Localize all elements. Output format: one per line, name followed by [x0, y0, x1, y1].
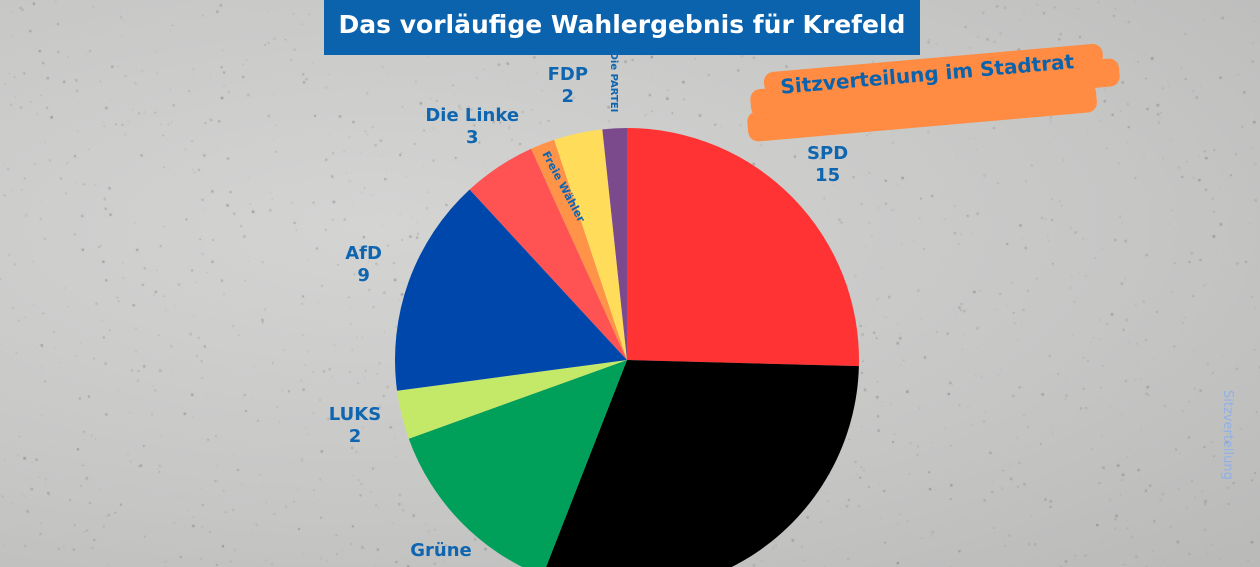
- pie-slice-unlabeled: [546, 360, 859, 567]
- slice-label: Die PARTEI: [602, 52, 624, 113]
- page-title: Das vorläufige Wahlergebnis für Krefeld: [324, 0, 920, 55]
- pie-slice-freie-wähler: [531, 139, 627, 360]
- slice-label: Die Linke 3: [425, 105, 519, 149]
- slice-label-name: FDP: [547, 64, 589, 86]
- slice-label: Grüne: [410, 540, 472, 562]
- slice-label: FDP 2: [548, 64, 588, 108]
- slice-label-name: Grüne: [410, 540, 472, 561]
- slice-label-value: 15: [815, 164, 841, 186]
- slice-label-value: 3: [465, 126, 479, 148]
- slice-label-value: 9: [357, 265, 370, 286]
- slice-label: AfD 9: [345, 243, 382, 287]
- pie-slice-spd: [627, 128, 859, 367]
- slice-label: SPD 15: [807, 143, 848, 187]
- pie-slice-luks: [397, 360, 627, 439]
- slice-label-name: Die Linke: [425, 104, 520, 126]
- slice-label-value: 2: [561, 86, 575, 108]
- slice-label-name: SPD: [807, 142, 849, 164]
- pie-slice-die-partei: [602, 128, 627, 360]
- slice-label-name: Die PARTEI: [607, 51, 619, 113]
- pie-slice-die-linke: [469, 148, 627, 360]
- slice-label-name: LUKS: [328, 404, 382, 426]
- slice-label-name: AfD: [345, 243, 382, 264]
- slice-label-value: 2: [348, 426, 362, 448]
- pie-slice-afd: [395, 189, 627, 391]
- pie-slice-fdp: [554, 129, 627, 360]
- pie-slice-grüne: [408, 360, 627, 567]
- side-watermark: Sitzverteilung: [1220, 390, 1235, 480]
- slice-label: LUKS 2: [329, 404, 381, 448]
